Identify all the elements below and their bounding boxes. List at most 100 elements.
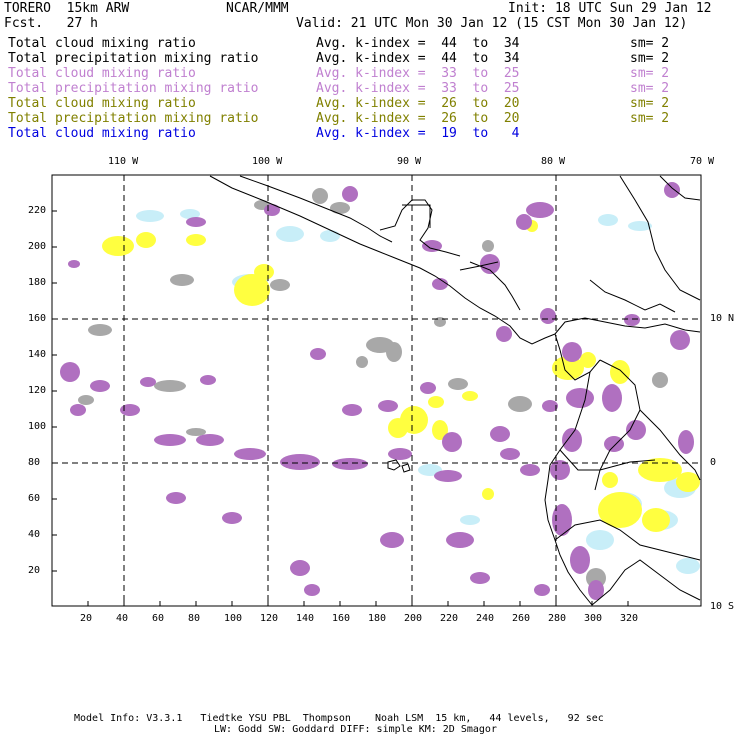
purple-patch [562,342,582,362]
x-tick-label: 100 [224,613,243,624]
y-tick-label: 220 [28,205,47,216]
lightblue-patch [136,210,164,222]
purple-patch [332,458,368,470]
lightblue-patch [180,209,200,219]
purple-patch [446,532,474,548]
purple-patch [420,382,436,394]
purple-patch [280,454,320,470]
gray-patch [356,356,368,368]
legend-sm: sm= 2 [630,66,670,81]
purple-patch [166,492,186,504]
model-info-line2: LW: Godd SW: Goddard DIFF: simple KM: 2D… [214,724,497,735]
yellow-patch [482,488,494,500]
y-tick-label: 80 [28,457,41,468]
x-tick-label: 60 [152,613,165,624]
legend-sm: sm= 2 [630,51,670,66]
purple-patch [626,420,646,440]
y-tick-label: 140 [28,349,47,360]
legend-index: Avg. k-index = 26 to 20 [316,96,520,111]
y-tick-label: 40 [28,529,41,540]
lightblue-patch [598,214,618,226]
purple-patch [200,375,216,385]
model-info-line1: Model Info: V3.3.1 Tiedtke YSU PBL Thomp… [74,713,604,724]
lightblue-patch [586,530,614,550]
lightblue-patch [676,558,700,574]
purple-patch [60,362,80,382]
x-tick-label: 280 [548,613,567,624]
x-tick-label: 140 [296,613,315,624]
purple-patch [68,260,80,268]
longitude-label: 70 W [690,156,715,167]
legend-index: Avg. k-index = 33 to 25 [316,81,520,96]
purple-patch [222,512,242,524]
x-tick-label: 260 [512,613,531,624]
legend-field: Total cloud mixing ratio [8,66,196,81]
legend-sm: sm= 2 [630,96,670,111]
purple-patch [342,404,362,416]
y-tick-label: 180 [28,277,47,288]
plot-area [51,174,702,607]
axis-ticks [52,210,629,606]
purple-cloud-patches [60,182,694,600]
gray-patch [88,324,112,336]
purple-patch [378,400,398,412]
purple-patch [542,400,558,412]
purple-patch [552,504,572,536]
gray-patch [386,342,402,362]
legend-field: Total cloud mixing ratio [8,96,196,111]
y-tick-label: 60 [28,493,41,504]
legend-index: Avg. k-index = 26 to 20 [316,111,520,126]
legend-index: Avg. k-index = 19 to 4 [316,126,520,141]
yellow-patch [610,360,630,384]
org-label: NCAR/MMM [226,1,289,16]
legend-sm: sm= 2 [630,111,670,126]
yellow-patch [642,508,670,532]
legend-field: Total precipitation mixing ratio [8,111,259,126]
gray-patch [312,188,328,204]
yellow-patch [552,356,584,380]
gray-patch [330,202,350,214]
x-tick-label: 320 [620,613,639,624]
latitude-label: 10 N [710,313,735,324]
purple-patch [540,308,556,324]
longitude-label: 110 W [108,156,139,167]
legend-field: Total precipitation mixing ratio [8,81,259,96]
purple-patch [290,560,310,576]
purple-patch [664,182,680,198]
purple-patch [342,186,358,202]
purple-patch [562,428,582,452]
yellow-patch [428,396,444,408]
legend-sm: sm= 2 [630,81,670,96]
gray-patch [448,378,468,390]
yellow-patch [186,234,206,246]
purple-patch [604,436,624,452]
y-tick-label: 100 [28,421,47,432]
legend-sm: sm= 2 [630,36,670,51]
yellow-cloud-patches [102,220,700,532]
gray-patch [154,380,186,392]
purple-patch [310,348,326,360]
x-tick-label: 80 [188,613,201,624]
legend-index: Avg. k-index = 44 to 34 [316,36,520,51]
yellow-patch [598,492,642,528]
purple-patch [90,380,110,392]
y-tick-label: 160 [28,313,47,324]
purple-patch [516,214,532,230]
valid-time: Valid: 21 UTC Mon 30 Jan 12 (15 CST Mon … [296,16,688,31]
lat-lon-grid [52,175,701,606]
purple-patch [624,314,640,326]
longitude-label: 90 W [397,156,422,167]
purple-patch [186,217,206,227]
purple-patch [196,434,224,446]
latitude-label: 10 S [710,601,735,612]
purple-patch [500,448,520,460]
x-tick-label: 220 [440,613,459,624]
gray-patch [78,395,94,405]
yellow-patch [676,472,700,492]
purple-patch [566,388,594,408]
purple-patch [470,572,490,584]
x-tick-label: 160 [332,613,351,624]
purple-patch [120,404,140,416]
x-tick-label: 120 [260,613,279,624]
